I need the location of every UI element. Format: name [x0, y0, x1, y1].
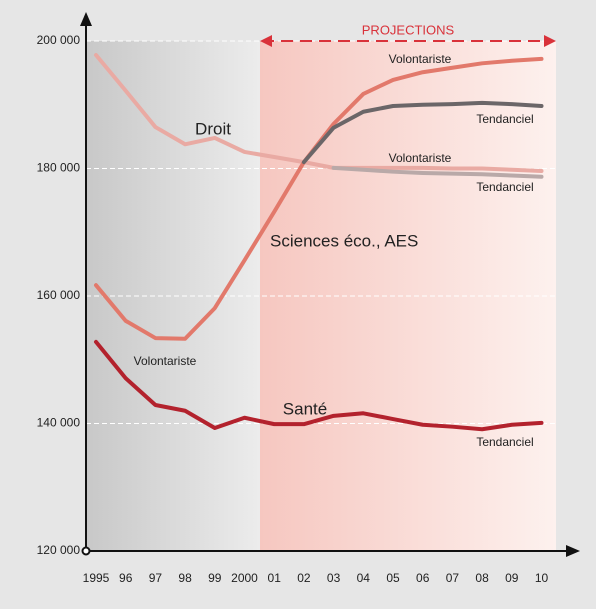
x-tick-label: 02	[297, 571, 311, 585]
annotation: Santé	[283, 399, 327, 418]
x-tick-label: 04	[357, 571, 371, 585]
x-tick-label: 03	[327, 571, 341, 585]
series-label: Volontariste	[389, 52, 452, 66]
x-tick-label: 1995	[83, 571, 110, 585]
series-line	[94, 53, 544, 174]
series-label: Tendanciel	[476, 435, 533, 449]
x-tick-label: 09	[505, 571, 519, 585]
x-tick-label: 07	[446, 571, 460, 585]
annotation: Volontariste	[134, 354, 197, 368]
x-tick-label: 05	[386, 571, 400, 585]
x-tick-label: 98	[178, 571, 192, 585]
projection-label: PROJECTIONS	[362, 22, 455, 37]
x-tick-label: 97	[149, 571, 163, 585]
x-tick-label: 01	[268, 571, 282, 585]
y-tick-label: 180 000	[37, 161, 81, 175]
y-axis-arrow	[80, 12, 92, 26]
annotation: Droit	[195, 119, 231, 138]
annotation: Sciences éco., AES	[270, 231, 418, 250]
x-tick-label: 96	[119, 571, 133, 585]
series-label: Volontariste	[389, 151, 452, 165]
y-tick-label: 140 000	[37, 416, 81, 430]
series-line	[301, 100, 544, 165]
x-tick-label: 08	[475, 571, 489, 585]
x-tick-label: 10	[535, 571, 549, 585]
x-tick-label: 2000	[231, 571, 258, 585]
series-label: Tendanciel	[476, 180, 533, 194]
origin	[81, 546, 91, 556]
x-tick-label: 99	[208, 571, 222, 585]
x-tick-label: 06	[416, 571, 430, 585]
x-axis-arrow	[566, 545, 580, 557]
y-tick-label: 120 000	[37, 543, 81, 557]
series-line	[94, 339, 544, 432]
y-tick-label: 160 000	[37, 288, 81, 302]
y-tick-label: 200 000	[37, 33, 81, 47]
series-line	[331, 165, 544, 179]
series-label: Tendanciel	[476, 112, 533, 126]
